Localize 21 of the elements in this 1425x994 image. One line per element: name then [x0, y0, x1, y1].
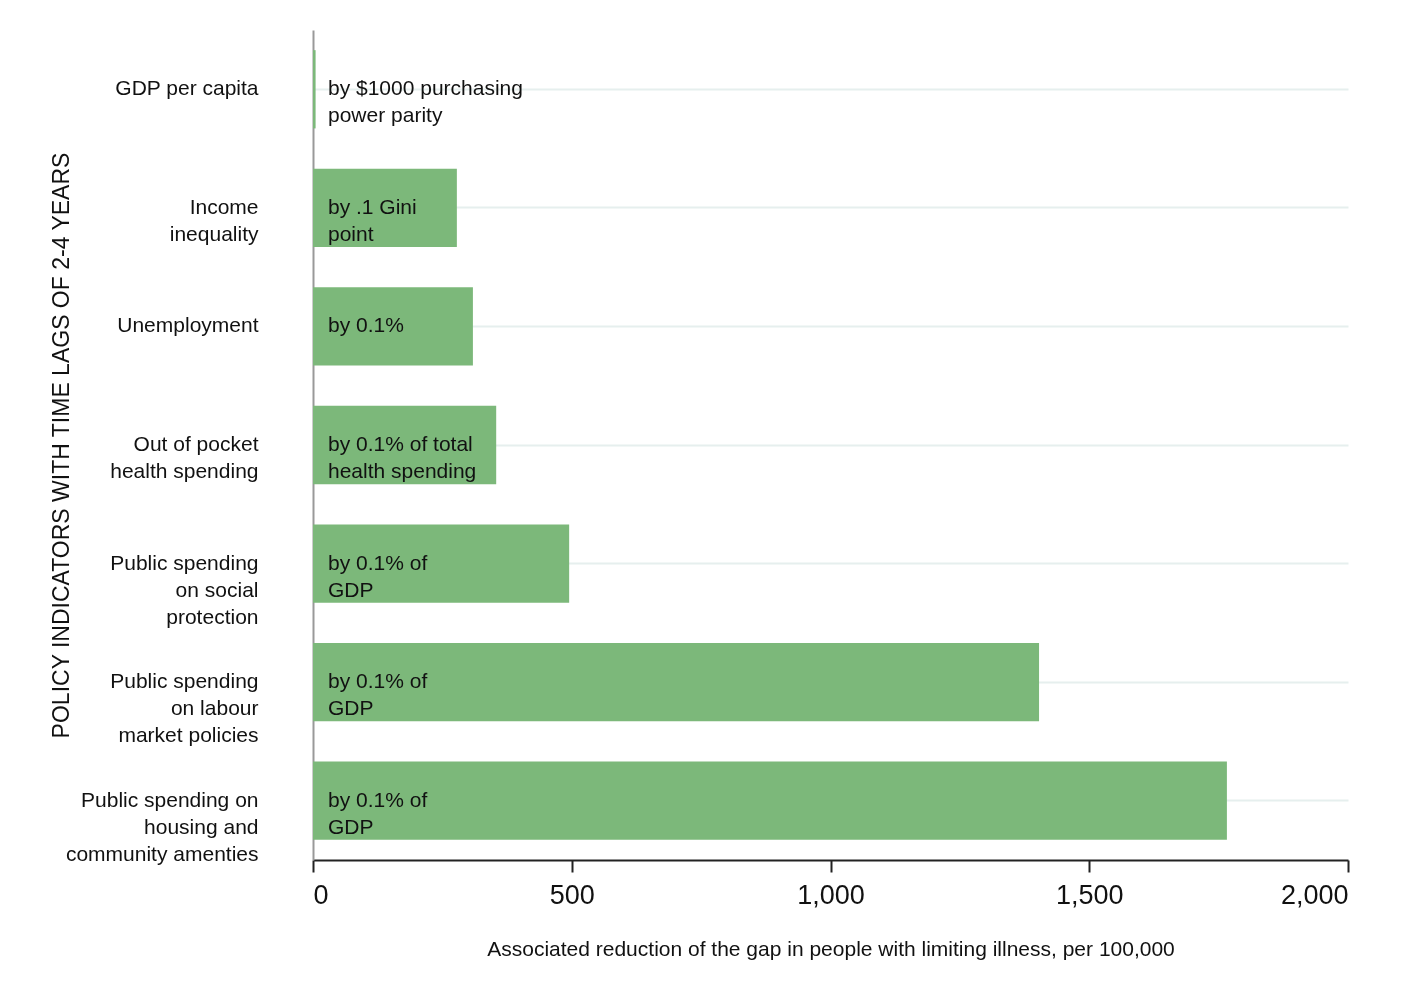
x-tick-label: 1,000 — [797, 879, 865, 910]
x-tick-label: 0 — [313, 879, 329, 910]
annotation: by 0.1% — [328, 313, 404, 337]
x-tick-label: 2,000 — [1280, 879, 1349, 910]
x-tick-label: 1,500 — [1055, 879, 1124, 910]
y-tick-label: Public spending on social protection — [110, 550, 259, 628]
annotation: by $1000 purchasing power parity — [328, 76, 523, 127]
y-tick-label: GDP per capita — [115, 76, 259, 100]
annotation: by 0.1% of GDP — [328, 787, 428, 838]
annotation: by 0.1% of total health spending — [328, 432, 477, 482]
x-axis-title: Associated reduction of the gap in people with limiting illness, per 100,000 — [487, 936, 1175, 960]
annotation: by .1 Gini point — [328, 194, 417, 245]
y-tick-label: Income inequality — [169, 194, 259, 245]
y-tick-label: Out of pocket health spending — [110, 432, 259, 482]
x-tick-label: 500 — [549, 879, 595, 910]
y-tick-label: Public spending on housing and community amenties — [65, 787, 259, 865]
y-tick-label: Public spending on labour market policies — [110, 669, 259, 747]
annotation: by 0.1% of GDP — [328, 669, 428, 720]
y-tick-label: Unemployment — [117, 313, 259, 337]
y-axis-title: POLICY INDICATORS WITH TIME LAGS OF 2-4 YEARS — [47, 152, 74, 739]
annotation: by 0.1% of GDP — [328, 550, 428, 601]
